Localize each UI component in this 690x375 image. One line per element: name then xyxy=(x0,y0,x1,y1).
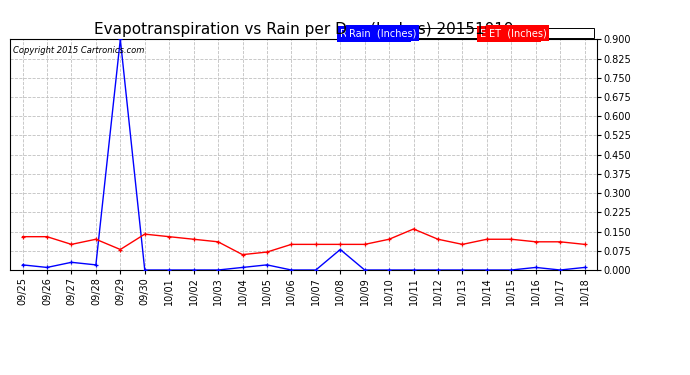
Text: ET  (Inches): ET (Inches) xyxy=(480,28,538,39)
FancyBboxPatch shape xyxy=(348,28,594,38)
Text: Copyright 2015 Cartronics.com: Copyright 2015 Cartronics.com xyxy=(13,46,145,55)
Title: Evapotranspiration vs Rain per Day (Inches) 20151019: Evapotranspiration vs Rain per Day (Inch… xyxy=(94,22,513,37)
Text: Rain  (Inches): Rain (Inches) xyxy=(349,28,417,38)
Text: Rain  (Inches): Rain (Inches) xyxy=(340,28,408,39)
Text: ET  (Inches): ET (Inches) xyxy=(489,28,546,38)
